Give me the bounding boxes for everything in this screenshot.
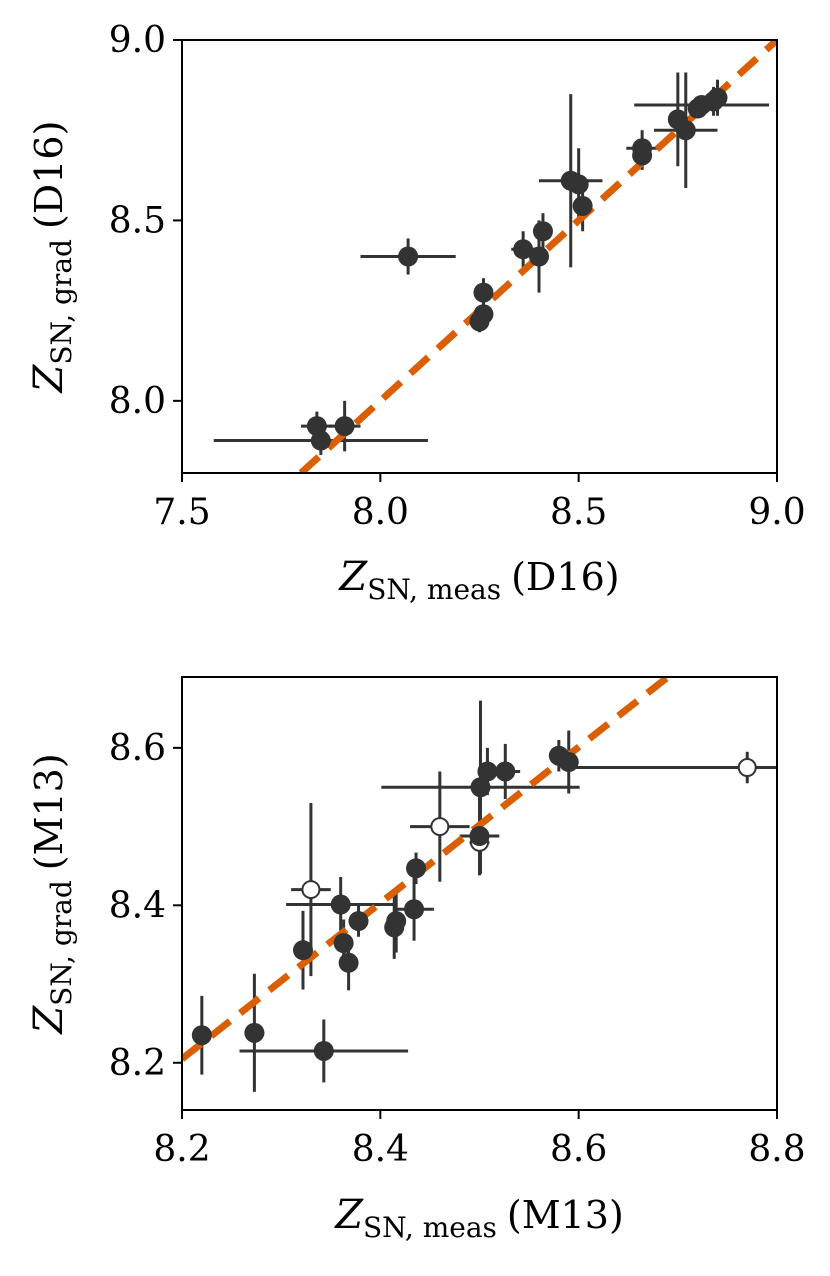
x-tick-label: 8.0: [352, 492, 409, 533]
data-point: [330, 894, 351, 915]
x-tick-label: 8.4: [352, 1129, 409, 1170]
data-point: [572, 195, 593, 216]
data-point-open: [430, 817, 450, 837]
data-point: [398, 246, 419, 267]
data-point: [333, 933, 354, 954]
data-point: [473, 282, 494, 303]
data-point: [469, 826, 490, 847]
tick-layer: 7.5 8.0 8.5 9.0 8.0 8.5 9.0: [109, 20, 806, 533]
y-tick-label: 8.6: [109, 728, 166, 769]
data-point: [675, 120, 696, 141]
x-axis-label: ZSN, meas (M13): [333, 1192, 624, 1244]
data-point: [406, 858, 427, 879]
x-tick-label: 9.0: [748, 492, 805, 533]
data-point: [473, 304, 494, 325]
x-tick-label: 8.6: [550, 1129, 607, 1170]
x-tick-label: 8.8: [748, 1129, 805, 1170]
plot-frame: [181, 39, 778, 474]
y-tick-label: 8.5: [109, 200, 166, 241]
y-tick-label: 8.2: [109, 1043, 166, 1084]
data-point: [529, 246, 549, 267]
y-tick-label: 8.4: [109, 885, 166, 926]
data-point: [632, 145, 653, 166]
data-point: [348, 911, 369, 932]
y-axis-label: ZSN, grad(M13): [26, 753, 78, 1035]
x-tick-label: 8.2: [153, 1129, 210, 1170]
data-point: [470, 777, 491, 798]
y-axis-label: ZSN, grad(D16): [26, 121, 78, 395]
data-point: [532, 221, 553, 242]
panel-d16: 7.5 8.0 8.5 9.0 8.0 8.5 9.0 ZSN, meas (D16) ZSN…: [26, 20, 806, 606]
data-point: [292, 940, 313, 961]
y-tick-label: 9.0: [109, 20, 166, 61]
data-point: [513, 239, 534, 260]
data-point-open: [301, 880, 321, 900]
data-point: [338, 952, 359, 973]
data-point: [477, 761, 498, 782]
x-tick-label: 8.5: [550, 492, 607, 533]
data-point: [334, 416, 355, 437]
data-point: [495, 761, 516, 782]
marker-layer: [191, 745, 757, 1061]
tick-layer: 8.2 8.4 8.6 8.8 8.2 8.4 8.6: [109, 728, 806, 1170]
data-point: [558, 752, 579, 773]
data-point: [568, 174, 589, 195]
data-point: [386, 911, 407, 932]
x-tick-label: 7.5: [153, 492, 210, 533]
data-point: [313, 1040, 334, 1061]
plot-frame: [181, 676, 778, 1111]
marker-layer: [306, 87, 728, 451]
errorbar-layer: [196, 700, 777, 1092]
panel-m13: 8.2 8.4 8.6 8.8 8.2 8.4 8.6 ZSN, meas (M13) ZSN…: [26, 676, 806, 1244]
data-point-open: [737, 758, 757, 778]
data-point: [191, 1025, 212, 1046]
y-tick-label: 8.0: [109, 381, 166, 422]
data-point: [707, 87, 728, 108]
data-point: [244, 1022, 265, 1043]
data-point: [306, 416, 327, 437]
data-point: [404, 899, 425, 920]
x-axis-label: ZSN, meas (D16): [337, 554, 619, 606]
